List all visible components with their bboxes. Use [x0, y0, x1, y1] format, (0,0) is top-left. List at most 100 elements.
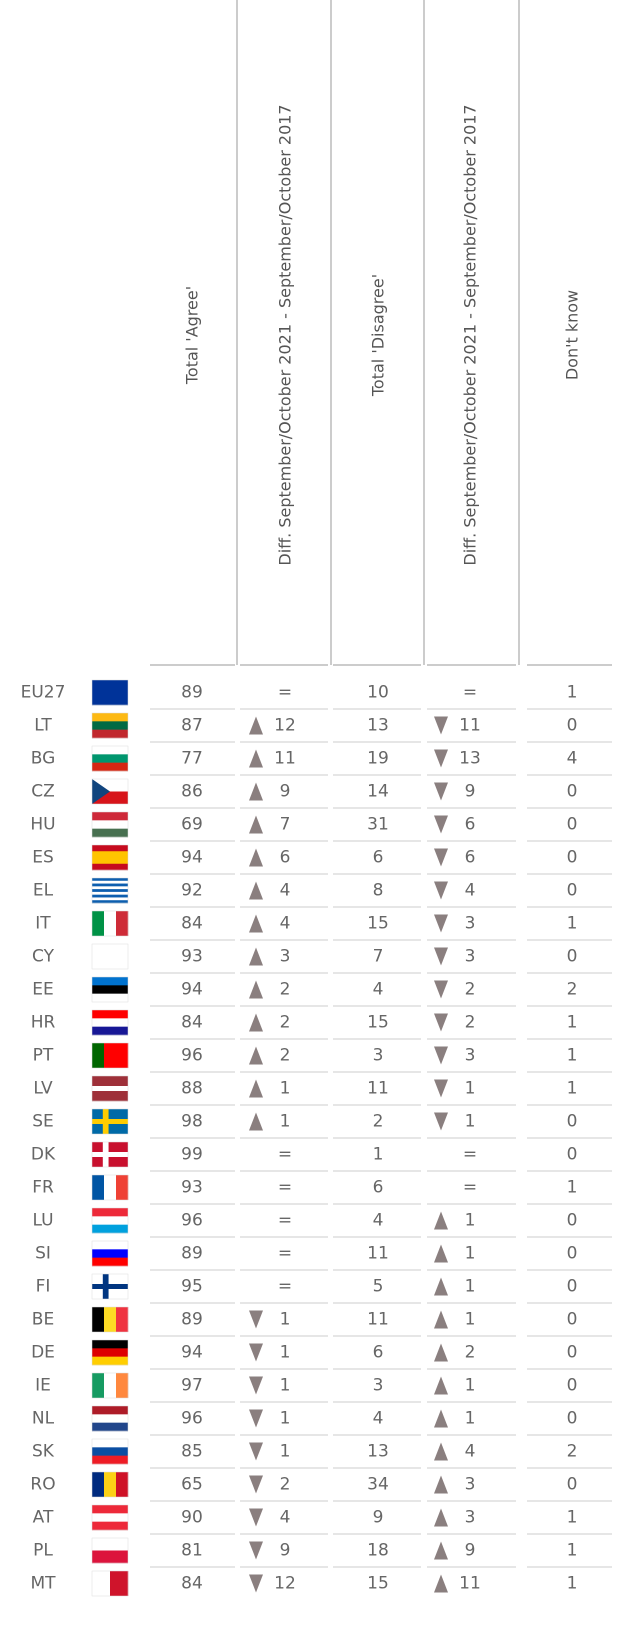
flag-border — [91, 943, 129, 970]
cell-value: 18 — [367, 1541, 389, 1561]
flag-stripe — [92, 1340, 128, 1349]
flag — [91, 1141, 129, 1168]
flag-border — [91, 1009, 129, 1036]
trend-arrow — [249, 1112, 263, 1131]
cell-value: 1 — [465, 1112, 476, 1132]
cell-value: 6 — [465, 848, 476, 868]
cell-value: 0 — [567, 881, 578, 901]
cell-value: 4 — [465, 881, 476, 901]
cell-value: 0 — [567, 1376, 578, 1396]
flag — [91, 712, 129, 739]
trend-arrow — [434, 1574, 448, 1593]
flag — [91, 1174, 129, 1201]
trend-arrow — [434, 1343, 448, 1362]
cell-value: 13 — [367, 716, 389, 736]
flag-stripe — [92, 977, 128, 986]
flag-border — [91, 1471, 129, 1498]
cell-value: = — [278, 1178, 292, 1198]
cell-value: 15 — [367, 914, 389, 934]
flag-stripe — [92, 1175, 105, 1200]
cell-value: 13 — [367, 1442, 389, 1462]
country-code: FI — [36, 1277, 51, 1297]
cell-value: 1 — [567, 683, 578, 703]
cell-value: 1 — [567, 1013, 578, 1033]
cell-value: 98 — [181, 1112, 203, 1132]
cell-value: 1 — [465, 1409, 476, 1429]
cell-value: 0 — [567, 1409, 578, 1429]
flag-border — [91, 976, 129, 1003]
flag-stripe — [92, 897, 128, 901]
flag-stripe — [92, 900, 128, 904]
flag — [91, 1570, 129, 1597]
flag-stripe — [92, 894, 128, 898]
country-code: SK — [32, 1442, 55, 1462]
cell-value: 95 — [181, 1277, 203, 1297]
cell-value: 13 — [459, 749, 481, 769]
flag-stripe — [92, 1076, 128, 1082]
flag-stripe — [92, 1571, 111, 1596]
cell-value: 10 — [367, 683, 389, 703]
country-code: IT — [35, 914, 51, 934]
trend-arrow — [434, 1112, 448, 1131]
flag-border — [91, 1504, 129, 1531]
flag-border — [91, 1075, 129, 1102]
cell-value: 1 — [465, 1277, 476, 1297]
flag-triangle — [92, 779, 110, 804]
trend-arrow — [249, 1079, 263, 1098]
cell-value: 84 — [181, 1013, 203, 1033]
cell-value: 88 — [181, 1079, 203, 1099]
flag-stripe — [92, 1513, 128, 1522]
trend-arrow — [249, 1046, 263, 1065]
flag-stripe — [92, 1307, 105, 1332]
cell-value: 4 — [373, 1211, 384, 1231]
flag-border — [91, 1438, 129, 1465]
flag-stripe — [92, 1439, 128, 1448]
country-code: CZ — [31, 782, 55, 802]
flag — [91, 1537, 129, 1564]
flag-stripe — [92, 1086, 128, 1092]
cell-value: 0 — [567, 1310, 578, 1330]
flag — [91, 1471, 129, 1498]
trend-arrow — [434, 980, 448, 999]
cell-value: 86 — [181, 782, 203, 802]
cell-value: 8 — [373, 881, 384, 901]
trend-arrow — [249, 1574, 263, 1593]
cell-value: 6 — [373, 1343, 384, 1363]
country-code: IE — [35, 1376, 51, 1396]
cell-value: 1 — [280, 1409, 291, 1429]
cell-value: 2 — [280, 980, 291, 1000]
flag-stripe — [92, 721, 128, 730]
flag — [91, 910, 129, 937]
trend-arrow — [434, 1277, 448, 1296]
cell-value: 97 — [181, 1376, 203, 1396]
cell-value: 9 — [280, 782, 291, 802]
cell-value: 2 — [465, 1013, 476, 1033]
flag — [91, 1273, 129, 1300]
flag-border — [91, 1405, 129, 1432]
flag-stripe — [92, 845, 128, 852]
country-code: AT — [33, 1508, 54, 1528]
flag-stripe — [92, 911, 105, 936]
flag-stripe — [92, 1096, 128, 1102]
cell-value: 1 — [280, 1376, 291, 1396]
cell-value: 1 — [465, 1376, 476, 1396]
flag-stripe — [92, 746, 128, 755]
cell-value: 96 — [181, 1409, 203, 1429]
flag-stripe — [92, 828, 128, 838]
flag-border — [91, 778, 129, 805]
cell-value: 11 — [459, 1574, 481, 1594]
flag-stripe — [92, 886, 128, 890]
trend-arrow — [434, 848, 448, 867]
country-code: CY — [32, 947, 55, 967]
flag-border — [91, 1273, 129, 1300]
cell-value: 89 — [181, 1244, 203, 1264]
cell-value: 89 — [181, 683, 203, 703]
flag — [91, 943, 129, 970]
flag-stripe — [92, 680, 128, 706]
cell-value: 34 — [367, 1475, 389, 1495]
flag-border — [91, 1042, 129, 1069]
cell-value: 1 — [567, 1079, 578, 1099]
cell-value: 3 — [465, 947, 476, 967]
flag-stripe — [92, 857, 128, 865]
